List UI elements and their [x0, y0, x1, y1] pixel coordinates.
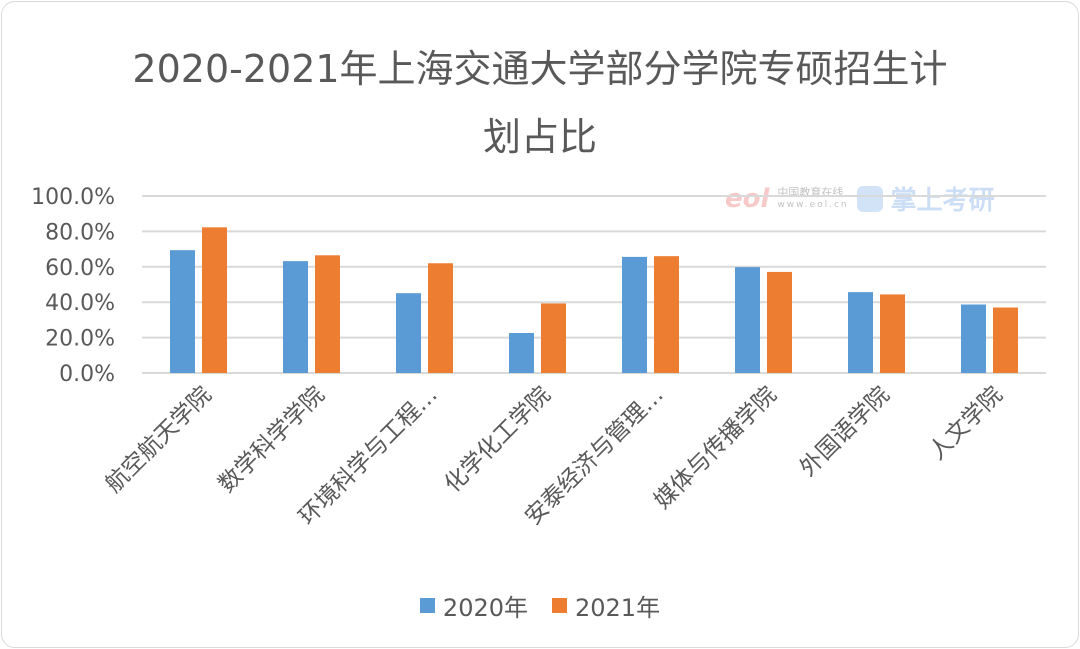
y-tick-label: 60.0% — [45, 256, 115, 281]
bar-2020年 — [396, 293, 421, 373]
bar-2020年 — [848, 292, 873, 373]
bar-2020年 — [961, 304, 986, 373]
bar-2021年 — [767, 271, 792, 373]
chart-title-line2: 划占比 — [482, 115, 597, 159]
legend-item-2021: 2021年 — [552, 588, 660, 623]
eol-url: www.eol.cn — [777, 199, 849, 210]
bar-2021年 — [428, 263, 453, 373]
bar-2020年 — [283, 261, 308, 373]
bar-2021年 — [880, 294, 905, 373]
bar-2021年 — [315, 255, 340, 373]
bar-2020年 — [170, 250, 195, 373]
eol-logo: eol — [725, 183, 770, 214]
y-tick-label: 100.0% — [31, 185, 115, 210]
bar-2020年 — [622, 256, 647, 373]
bar-2021年 — [654, 256, 679, 373]
x-tick-label: 化学化工学院 — [440, 382, 556, 498]
graduation-cap-icon — [856, 185, 883, 212]
x-tick-label: 媒体与传播学院 — [650, 382, 782, 514]
watermark: eol 中国教育在线 www.eol.cn 掌上考研 — [725, 180, 995, 217]
x-tick-label: 外国语学院 — [795, 382, 895, 482]
brand-name: 掌上考研 — [890, 186, 995, 216]
legend-swatch — [552, 598, 567, 613]
bar-2020年 — [735, 267, 760, 373]
y-tick-label: 20.0% — [45, 327, 115, 352]
x-tick-label: 人文学院 — [924, 382, 1007, 465]
x-tick-label: 航空航天学院 — [101, 382, 217, 498]
chart-title-line1: 2020-2021年上海交通大学部分学院专硕招生计 — [132, 47, 948, 91]
legend: 2020年 2021年 — [0, 588, 1080, 623]
bar-2021年 — [202, 227, 227, 373]
bar-2021年 — [541, 303, 566, 373]
legend-swatch — [419, 598, 435, 613]
x-tick-label: 数学科学学院 — [214, 382, 330, 498]
bar-2020年 — [509, 332, 534, 373]
legend-label: 2020年 — [442, 594, 528, 622]
bar-2021年 — [993, 307, 1018, 373]
y-tick-label: 0.0% — [59, 362, 115, 387]
y-tick-label: 40.0% — [45, 291, 115, 316]
legend-item-2020: 2020年 — [419, 588, 528, 623]
legend-label: 2021年 — [575, 594, 661, 622]
y-tick-label: 80.0% — [45, 220, 115, 245]
